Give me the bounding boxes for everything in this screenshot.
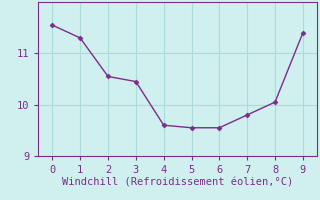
X-axis label: Windchill (Refroidissement éolien,°C): Windchill (Refroidissement éolien,°C) [62, 178, 293, 188]
